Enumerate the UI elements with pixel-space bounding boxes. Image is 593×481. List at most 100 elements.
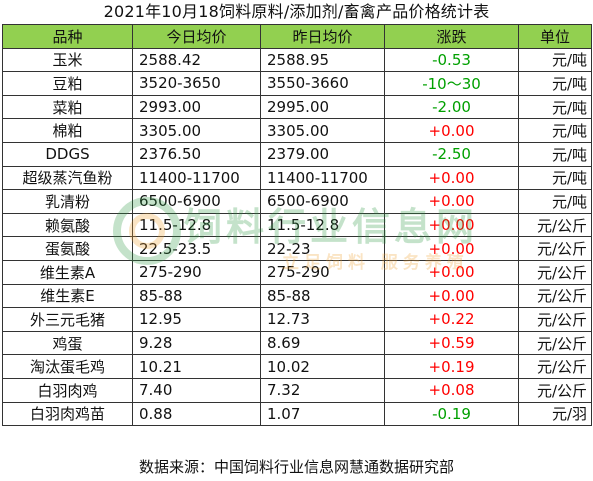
table-row: 豆粕 3520-3650 3550-3660 -10～30 元/吨 bbox=[2, 71, 592, 96]
cell-variety: 淘汰蛋毛鸡 bbox=[2, 354, 133, 379]
cell-yesterday-avg: 3305.00 bbox=[260, 118, 385, 143]
cell-today-avg: 2376.50 bbox=[132, 141, 261, 167]
cell-unit: 元/公斤 bbox=[518, 307, 592, 332]
cell-yesterday-avg: 3550-3660 bbox=[260, 71, 385, 96]
table-row: 赖氨酸 11.5-12.8 11.5-12.8 +0.00 元/公斤 bbox=[2, 212, 592, 238]
cell-unit: 元/公斤 bbox=[518, 330, 592, 356]
cell-unit: 元/公斤 bbox=[518, 377, 592, 403]
header-yesterday-avg: 昨日均价 bbox=[260, 24, 385, 49]
cell-today-avg: 2588.42 bbox=[132, 47, 261, 73]
cell-unit: 元/公斤 bbox=[518, 259, 592, 285]
cell-today-avg: 6500-6900 bbox=[132, 189, 261, 214]
cell-yesterday-avg: 2995.00 bbox=[260, 94, 385, 120]
cell-variety: 棉粕 bbox=[2, 118, 133, 143]
cell-today-avg: 3305.00 bbox=[132, 118, 261, 143]
table-row: 白羽肉鸡苗 0.88 1.07 -0.19 元/羽 bbox=[2, 401, 592, 427]
header-change: 涨跌 bbox=[384, 24, 519, 49]
cell-yesterday-avg: 11400-11700 bbox=[260, 165, 385, 191]
cell-yesterday-avg: 11.5-12.8 bbox=[260, 212, 385, 238]
cell-variety: 超级蒸汽鱼粉 bbox=[2, 165, 133, 191]
cell-change: +0.59 bbox=[384, 330, 519, 356]
cell-yesterday-avg: 275-290 bbox=[260, 259, 385, 285]
cell-today-avg: 275-290 bbox=[132, 259, 261, 285]
cell-today-avg: 11400-11700 bbox=[132, 165, 261, 191]
cell-variety: 菜粕 bbox=[2, 94, 133, 120]
table-row: 鸡蛋 9.28 8.69 +0.59 元/公斤 bbox=[2, 330, 592, 356]
cell-change: +0.00 bbox=[384, 236, 519, 261]
header-unit: 单位 bbox=[518, 24, 592, 49]
cell-yesterday-avg: 8.69 bbox=[260, 330, 385, 356]
cell-change: +0.19 bbox=[384, 354, 519, 379]
cell-yesterday-avg: 7.32 bbox=[260, 377, 385, 403]
cell-change: -0.53 bbox=[384, 47, 519, 73]
cell-variety: 乳清粉 bbox=[2, 189, 133, 214]
cell-change: +0.00 bbox=[384, 118, 519, 143]
cell-variety: 维生素A bbox=[2, 259, 133, 285]
cell-change: -10～30 bbox=[384, 71, 519, 96]
cell-yesterday-avg: 12.73 bbox=[260, 307, 385, 332]
cell-yesterday-avg: 2588.95 bbox=[260, 47, 385, 73]
cell-today-avg: 12.95 bbox=[132, 307, 261, 332]
table-row: 白羽肉鸡 7.40 7.32 +0.08 元/公斤 bbox=[2, 377, 592, 403]
cell-variety: 维生素E bbox=[2, 283, 133, 309]
cell-today-avg: 2993.00 bbox=[132, 94, 261, 120]
cell-variety: 豆粕 bbox=[2, 71, 133, 96]
cell-change: +0.00 bbox=[384, 212, 519, 238]
table-row: 菜粕 2993.00 2995.00 -2.00 元/吨 bbox=[2, 94, 592, 120]
cell-change: +0.08 bbox=[384, 377, 519, 403]
cell-variety: 白羽肉鸡苗 bbox=[2, 401, 133, 427]
cell-yesterday-avg: 1.07 bbox=[260, 401, 385, 427]
table-row: DDGS 2376.50 2379.00 -2.50 元/吨 bbox=[2, 141, 592, 167]
cell-change: +0.22 bbox=[384, 307, 519, 332]
cell-today-avg: 85-88 bbox=[132, 283, 261, 309]
table-row: 棉粕 3305.00 3305.00 +0.00 元/吨 bbox=[2, 118, 592, 143]
cell-variety: 玉米 bbox=[2, 47, 133, 73]
table-title: 2021年10月18饲料原料/添加剂/畜禽产品价格统计表 bbox=[103, 2, 490, 21]
cell-variety: 赖氨酸 bbox=[2, 212, 133, 238]
cell-change: +0.00 bbox=[384, 259, 519, 285]
table-row: 外三元毛猪 12.95 12.73 +0.22 元/公斤 bbox=[2, 307, 592, 332]
cell-unit: 元/公斤 bbox=[518, 283, 592, 309]
table-row: 蛋氨酸 22.5-23.5 22-23 +0.00 元/公斤 bbox=[2, 236, 592, 261]
cell-variety: DDGS bbox=[2, 141, 133, 167]
cell-change: +0.00 bbox=[384, 189, 519, 214]
cell-yesterday-avg: 2379.00 bbox=[260, 141, 385, 167]
cell-unit: 元/羽 bbox=[518, 401, 592, 427]
cell-unit: 元/吨 bbox=[518, 94, 592, 120]
cell-variety: 鸡蛋 bbox=[2, 330, 133, 356]
cell-unit: 元/吨 bbox=[518, 165, 592, 191]
cell-change: -0.19 bbox=[384, 401, 519, 427]
cell-change: -2.50 bbox=[384, 141, 519, 167]
table-row: 维生素A 275-290 275-290 +0.00 元/公斤 bbox=[2, 259, 592, 285]
price-table: 品种 今日均价 昨日均价 涨跌 单位 玉米 2588.42 2588.95 -0.53… bbox=[2, 24, 592, 427]
cell-unit: 元/吨 bbox=[518, 189, 592, 214]
cell-change: +0.00 bbox=[384, 165, 519, 191]
cell-yesterday-avg: 10.02 bbox=[260, 354, 385, 379]
cell-yesterday-avg: 22-23 bbox=[260, 236, 385, 261]
cell-variety: 白羽肉鸡 bbox=[2, 377, 133, 403]
cell-unit: 元/吨 bbox=[518, 47, 592, 73]
cell-yesterday-avg: 6500-6900 bbox=[260, 189, 385, 214]
table-row: 乳清粉 6500-6900 6500-6900 +0.00 元/吨 bbox=[2, 189, 592, 214]
table-row: 淘汰蛋毛鸡 10.21 10.02 +0.19 元/公斤 bbox=[2, 354, 592, 379]
cell-today-avg: 11.5-12.8 bbox=[132, 212, 261, 238]
table-row: 玉米 2588.42 2588.95 -0.53 元/吨 bbox=[2, 47, 592, 73]
cell-change: -2.00 bbox=[384, 94, 519, 120]
cell-today-avg: 22.5-23.5 bbox=[132, 236, 261, 261]
table-body: 玉米 2588.42 2588.95 -0.53 元/吨 豆粕 3520-3650 3550-… bbox=[2, 47, 592, 427]
header-row: 品种 今日均价 昨日均价 涨跌 单位 bbox=[2, 24, 592, 49]
cell-unit: 元/公斤 bbox=[518, 354, 592, 379]
cell-change: +0.00 bbox=[384, 283, 519, 309]
data-source-note: 数据来源：中国饲料行业信息网慧通数据研究部 bbox=[138, 458, 454, 476]
cell-unit: 元/吨 bbox=[518, 118, 592, 143]
cell-variety: 蛋氨酸 bbox=[2, 236, 133, 261]
cell-unit: 元/吨 bbox=[518, 141, 592, 167]
table-row: 超级蒸汽鱼粉 11400-11700 11400-11700 +0.00 元/吨 bbox=[2, 165, 592, 191]
cell-unit: 元/公斤 bbox=[518, 212, 592, 238]
cell-yesterday-avg: 85-88 bbox=[260, 283, 385, 309]
cell-variety: 外三元毛猪 bbox=[2, 307, 133, 332]
cell-today-avg: 10.21 bbox=[132, 354, 261, 379]
cell-today-avg: 3520-3650 bbox=[132, 71, 261, 96]
table-row: 维生素E 85-88 85-88 +0.00 元/公斤 bbox=[2, 283, 592, 309]
